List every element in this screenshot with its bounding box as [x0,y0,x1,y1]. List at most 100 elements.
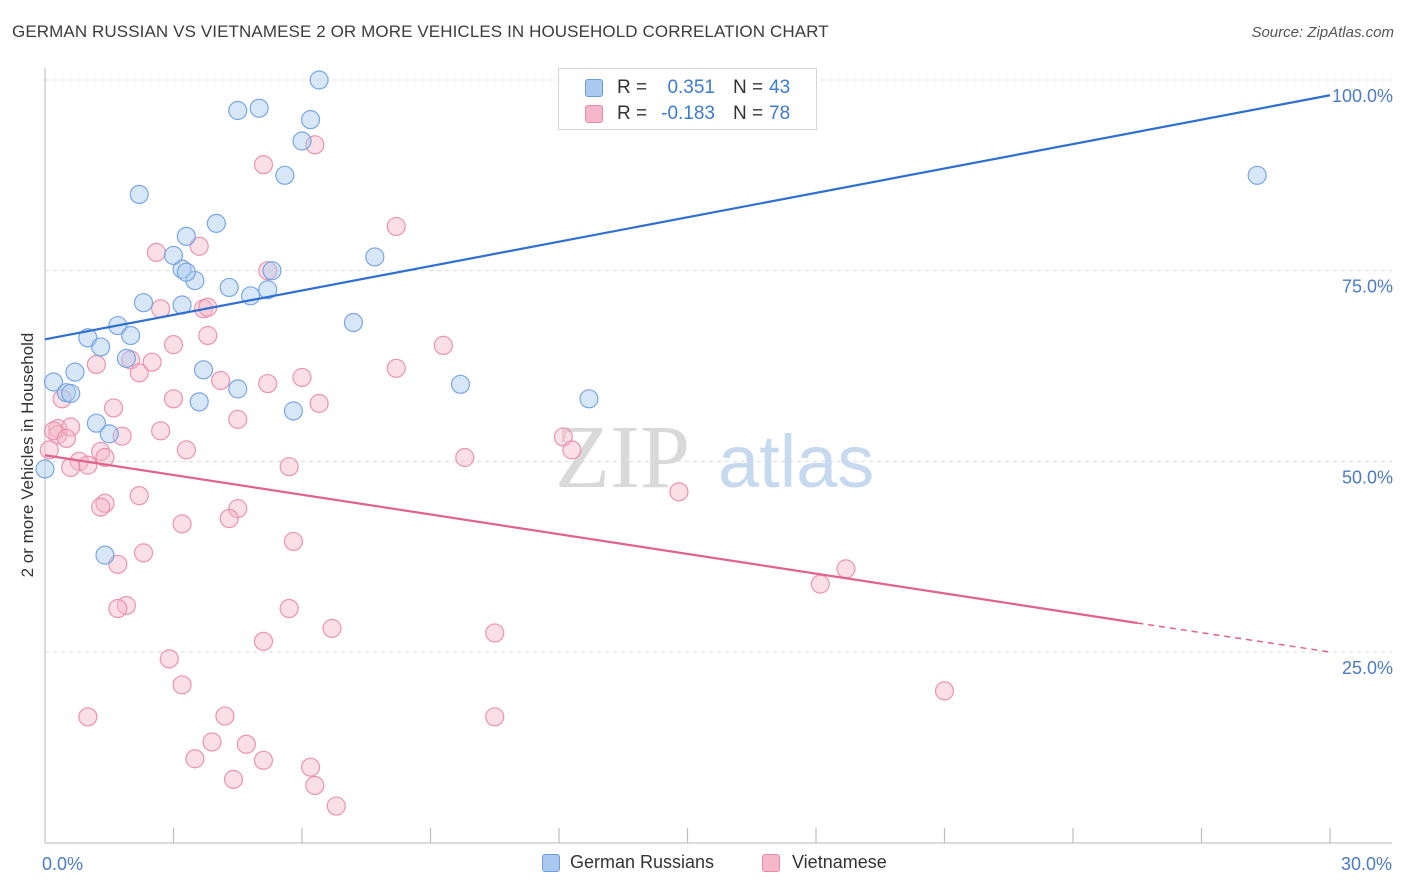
stats-legend: R = 0.351 N = 43 R = -0.183 N = 78 [558,68,817,130]
data-point-vietnamese [189,236,209,256]
data-point-german-russians [176,226,196,246]
data-point-german-russians [61,383,81,404]
y-axis-label: 2 or more Vehicles in Household [18,333,37,578]
data-point-vietnamese [39,440,59,460]
data-point-vietnamese [283,531,304,552]
legend-label-vietnamese: Vietnamese [792,852,887,872]
chart-title: GERMAN RUSSIAN VS VIETNAMESE 2 OR MORE V… [12,22,829,41]
data-point-vietnamese [236,734,256,754]
legend-swatch-blue [542,854,560,872]
data-point-vietnamese [253,631,274,651]
data-point-german-russians [189,392,209,412]
data-point-vietnamese [485,623,505,643]
data-point-german-russians [35,459,55,479]
data-point-vietnamese [305,775,325,796]
data-point-vietnamese [176,440,196,460]
data-point-german-russians [133,293,154,313]
data-point-german-russians [193,360,214,380]
data-point-german-russians [43,372,64,392]
data-point-german-russians [300,110,321,130]
data-point-vietnamese [202,732,222,752]
data-point-vietnamese [215,706,235,726]
data-point-vietnamese [129,486,149,506]
data-point-vietnamese [129,363,149,383]
data-point-vietnamese [163,335,184,355]
legend-r-label: R = [617,103,648,124]
data-point-vietnamese [133,543,154,563]
data-point-vietnamese [934,681,955,701]
legend-r-value: 0.351 [667,77,715,98]
data-point-german-russians [91,337,111,357]
data-point-vietnamese [228,409,248,429]
data-point-vietnamese [91,497,111,517]
data-point-vietnamese [322,618,342,638]
data-point-vietnamese [485,707,505,727]
data-point-vietnamese [151,421,171,441]
data-point-vietnamese [163,389,184,409]
data-point-vietnamese [279,457,299,477]
data-point-german-russians [116,348,136,368]
watermark-atlas: atlas [718,420,874,503]
ticks-layer: 25.0% 50.0% 75.0% 100.0% 0.0% 30.0% [42,86,1393,874]
legend-n-value: 43 [769,77,791,98]
data-point-german-russians [262,261,282,281]
data-point-german-russians [450,374,471,394]
data-point-vietnamese [669,482,689,502]
grid-layer [45,79,1392,653]
data-point-vietnamese [95,447,115,468]
data-point-german-russians [65,362,85,382]
data-point-vietnamese [433,335,453,356]
data-point-vietnamese [279,598,299,619]
data-point-vietnamese [300,757,321,777]
data-point-vietnamese [185,749,205,769]
legend-n-label: N = [733,103,764,124]
y-tick-label: 75.0% [1342,277,1393,297]
data-point-german-russians [95,545,115,565]
data-point-vietnamese [253,155,274,175]
x-tick-label: 0.0% [42,854,83,874]
data-point-german-russians [292,131,312,151]
data-point-german-russians [283,401,304,421]
data-point-german-russians [206,213,226,233]
data-point-german-russians [99,424,119,444]
data-point-vietnamese [386,358,406,378]
y-tick-label: 100.0% [1332,86,1393,106]
data-point-vietnamese [253,750,274,770]
data-point-vietnamese [78,455,98,475]
data-point-vietnamese [86,354,107,375]
data-point-german-russians [249,98,269,118]
trend-layer [44,94,1331,653]
data-point-german-russians [343,312,363,333]
data-point-vietnamese [211,370,231,391]
legend-label-german-russians: German Russians [570,852,715,872]
data-point-german-russians [121,325,141,346]
legend-n-value: 78 [769,103,791,124]
trend-line-german-russians [44,94,1331,341]
data-point-german-russians [228,379,248,399]
data-point-german-russians [275,165,295,185]
data-point-vietnamese [386,216,406,237]
legend-swatch-pink [762,854,780,872]
legend-row-vietnamese: R = -0.183 N = 78 [559,101,816,127]
data-point-vietnamese [309,393,329,413]
legend-r-label: R = [617,77,648,98]
data-point-german-russians [163,245,184,266]
data-point-vietnamese [103,398,124,418]
data-point-vietnamese [292,367,312,388]
data-point-german-russians [1247,165,1267,185]
data-point-vietnamese [223,769,244,789]
data-point-vietnamese [146,242,166,262]
data-point-vietnamese [159,649,179,669]
data-point-german-russians [579,389,599,409]
legend-swatch-pink [585,105,603,123]
x-tick-label: 30.0% [1341,854,1392,874]
data-point-vietnamese [219,508,239,529]
data-point-vietnamese [142,352,162,372]
data-point-vietnamese [326,796,346,816]
data-point-vietnamese [198,325,218,346]
data-point-vietnamese [56,428,77,449]
data-point-german-russians [86,413,107,433]
data-point-vietnamese [172,514,192,534]
data-point-vietnamese [258,261,278,281]
